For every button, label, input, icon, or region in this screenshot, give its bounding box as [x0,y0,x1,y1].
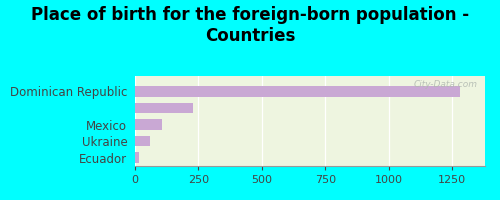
Bar [135,119,162,130]
Bar [135,86,460,97]
Bar [135,103,194,113]
Text: Place of birth for the foreign-born population -
Countries: Place of birth for the foreign-born popu… [31,6,469,45]
Bar [135,152,139,163]
Text: City-Data.com: City-Data.com [414,80,478,89]
Bar [135,136,150,146]
